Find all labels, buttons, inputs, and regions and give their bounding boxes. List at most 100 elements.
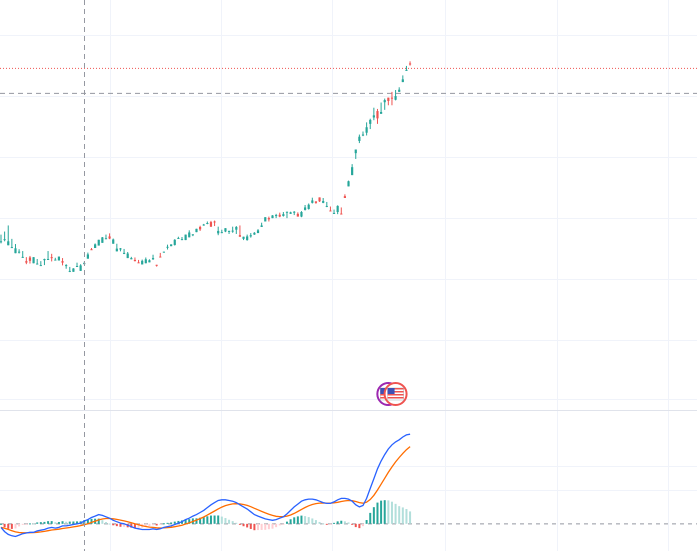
candle[interactable] <box>322 197 325 204</box>
candle[interactable] <box>401 75 404 83</box>
candle[interactable] <box>372 107 375 121</box>
candle[interactable] <box>318 197 321 202</box>
candle[interactable] <box>325 201 328 208</box>
candle[interactable] <box>220 229 223 234</box>
candle[interactable] <box>351 164 354 176</box>
candle[interactable] <box>307 203 310 210</box>
candle[interactable] <box>253 232 256 235</box>
candle[interactable] <box>202 223 205 226</box>
candle[interactable] <box>361 131 365 137</box>
candle[interactable] <box>383 98 386 110</box>
candle[interactable] <box>285 211 289 219</box>
candle[interactable] <box>177 236 180 239</box>
candle[interactable] <box>188 230 191 238</box>
candle[interactable] <box>3 231 6 242</box>
candle[interactable] <box>282 212 285 217</box>
candle[interactable] <box>94 243 97 249</box>
candle[interactable] <box>46 251 50 260</box>
candle[interactable] <box>144 257 147 264</box>
candle[interactable] <box>256 229 260 234</box>
candle[interactable] <box>14 244 17 254</box>
candle[interactable] <box>354 149 357 159</box>
candle[interactable] <box>336 205 339 215</box>
candle[interactable] <box>249 233 252 238</box>
candle[interactable] <box>148 259 151 263</box>
candle[interactable] <box>75 262 79 268</box>
candle[interactable] <box>390 91 394 106</box>
candle[interactable] <box>195 228 198 233</box>
candle[interactable] <box>408 61 412 66</box>
candle[interactable] <box>104 234 108 240</box>
candle[interactable] <box>264 217 267 222</box>
candle[interactable] <box>57 256 61 261</box>
candle[interactable] <box>303 205 307 211</box>
candle[interactable] <box>18 249 21 254</box>
candle[interactable] <box>10 238 13 249</box>
candle[interactable] <box>170 244 173 247</box>
candle[interactable] <box>224 228 227 233</box>
candle[interactable] <box>65 264 68 269</box>
candle[interactable] <box>314 201 318 204</box>
candle[interactable] <box>387 97 390 106</box>
candle[interactable] <box>358 134 361 144</box>
candle[interactable] <box>68 266 71 273</box>
candle[interactable] <box>376 108 379 124</box>
candle[interactable] <box>398 87 401 92</box>
candle[interactable] <box>246 234 249 241</box>
candle[interactable] <box>79 264 82 271</box>
candle[interactable] <box>155 264 158 267</box>
candle[interactable] <box>235 226 238 234</box>
candle[interactable] <box>343 194 346 198</box>
candle[interactable] <box>332 209 336 214</box>
candle[interactable] <box>141 259 144 265</box>
candle[interactable] <box>394 90 397 101</box>
candle[interactable] <box>380 102 383 114</box>
candle[interactable] <box>405 65 408 71</box>
candle[interactable] <box>21 251 24 258</box>
candle[interactable] <box>166 244 169 250</box>
candle[interactable] <box>227 230 231 234</box>
candle[interactable] <box>340 207 343 215</box>
candle[interactable] <box>115 243 118 252</box>
candle[interactable] <box>184 234 187 241</box>
candle[interactable] <box>199 225 202 231</box>
candle[interactable] <box>0 234 3 244</box>
candle[interactable] <box>137 259 140 264</box>
candle[interactable] <box>151 254 155 260</box>
candle[interactable] <box>43 258 46 266</box>
candle[interactable] <box>206 221 209 225</box>
macd-pane[interactable] <box>0 433 697 538</box>
candle[interactable] <box>300 211 303 218</box>
candle[interactable] <box>242 236 245 241</box>
candle[interactable] <box>28 255 32 264</box>
candle[interactable] <box>86 252 89 259</box>
candle[interactable] <box>112 238 115 244</box>
candle[interactable] <box>7 225 10 246</box>
candle[interactable] <box>296 212 299 217</box>
candle[interactable] <box>275 213 278 219</box>
candle[interactable] <box>191 234 194 237</box>
candle[interactable] <box>108 233 111 240</box>
candle[interactable] <box>173 239 176 246</box>
economic-event-marker[interactable] <box>383 382 408 406</box>
candle[interactable] <box>133 257 137 262</box>
candle[interactable] <box>101 237 104 243</box>
candle[interactable] <box>32 257 35 264</box>
price-pane[interactable] <box>0 61 697 273</box>
candle[interactable] <box>130 256 133 260</box>
candle[interactable] <box>278 212 281 218</box>
candle[interactable] <box>213 220 216 227</box>
candle[interactable] <box>267 216 270 222</box>
candle[interactable] <box>122 248 126 255</box>
candle[interactable] <box>311 197 314 204</box>
candle[interactable] <box>180 237 184 241</box>
candle[interactable] <box>209 220 213 227</box>
candle[interactable] <box>126 251 129 259</box>
candle[interactable] <box>162 251 165 253</box>
candle[interactable] <box>61 258 64 266</box>
candle[interactable] <box>54 257 57 261</box>
candle[interactable] <box>271 215 274 219</box>
event-markers[interactable] <box>376 382 408 406</box>
